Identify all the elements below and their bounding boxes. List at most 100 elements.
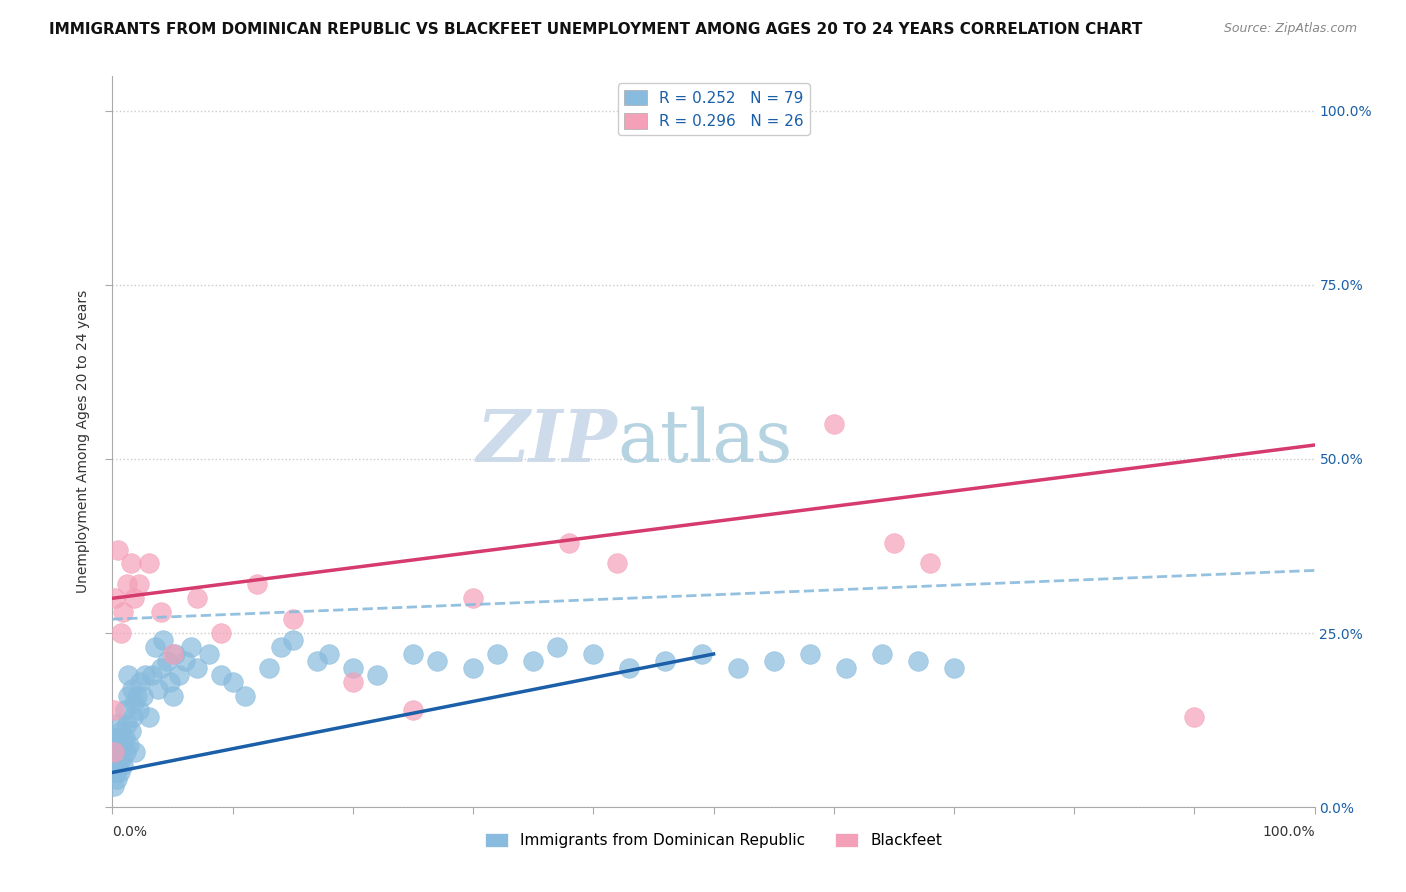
Text: atlas: atlas	[617, 406, 793, 477]
Point	[823, 417, 845, 431]
Point	[104, 731, 127, 745]
Point	[107, 731, 129, 745]
Point	[104, 758, 127, 772]
Point	[120, 557, 142, 571]
Point	[257, 661, 280, 675]
Point	[146, 681, 169, 696]
Point	[103, 780, 125, 794]
Text: 100.0%: 100.0%	[1263, 825, 1315, 839]
Point	[281, 633, 304, 648]
Point	[105, 716, 128, 731]
Point	[762, 654, 785, 668]
Point	[124, 745, 146, 759]
Point	[117, 668, 139, 682]
Point	[114, 731, 136, 745]
Point	[122, 696, 145, 710]
Point	[186, 661, 208, 675]
Point	[105, 772, 128, 787]
Point	[134, 668, 156, 682]
Point	[103, 765, 125, 780]
Text: 0.0%: 0.0%	[112, 825, 148, 839]
Point	[870, 647, 893, 661]
Point	[117, 689, 139, 703]
Point	[558, 535, 581, 549]
Point	[120, 723, 142, 738]
Point	[105, 765, 128, 780]
Point	[402, 703, 425, 717]
Point	[799, 647, 821, 661]
Point	[114, 745, 136, 759]
Point	[883, 535, 905, 549]
Point	[318, 647, 340, 661]
Point	[167, 668, 190, 682]
Point	[152, 633, 174, 648]
Point	[107, 758, 129, 772]
Point	[115, 577, 138, 591]
Point	[110, 745, 132, 759]
Point	[209, 668, 232, 682]
Point	[121, 681, 143, 696]
Point	[122, 709, 145, 723]
Point	[426, 654, 449, 668]
Point	[103, 745, 125, 759]
Point	[222, 674, 245, 689]
Point	[281, 612, 304, 626]
Point	[918, 557, 941, 571]
Point	[138, 709, 160, 723]
Point	[143, 640, 166, 654]
Point	[155, 654, 177, 668]
Point	[122, 591, 145, 606]
Point	[162, 689, 184, 703]
Point	[342, 674, 364, 689]
Point	[461, 591, 484, 606]
Point	[103, 703, 125, 717]
Text: Source: ZipAtlas.com: Source: ZipAtlas.com	[1223, 22, 1357, 36]
Point	[197, 647, 219, 661]
Point	[131, 689, 153, 703]
Point	[402, 647, 425, 661]
Point	[942, 661, 965, 675]
Point	[118, 738, 141, 752]
Point	[129, 674, 152, 689]
Point	[112, 738, 135, 752]
Point	[107, 745, 129, 759]
Point	[654, 654, 676, 668]
Point	[141, 668, 163, 682]
Point	[1184, 709, 1206, 723]
Point	[619, 661, 641, 675]
Point	[305, 654, 328, 668]
Point	[180, 640, 202, 654]
Point	[112, 605, 135, 619]
Point	[159, 674, 181, 689]
Point	[486, 647, 509, 661]
Point	[186, 591, 208, 606]
Point	[105, 751, 128, 765]
Point	[582, 647, 605, 661]
Point	[114, 703, 136, 717]
Point	[108, 765, 131, 780]
Point	[110, 723, 132, 738]
Text: ZIP: ZIP	[477, 406, 617, 477]
Point	[546, 640, 568, 654]
Text: IMMIGRANTS FROM DOMINICAN REPUBLIC VS BLACKFEET UNEMPLOYMENT AMONG AGES 20 TO 24: IMMIGRANTS FROM DOMINICAN REPUBLIC VS BL…	[49, 22, 1143, 37]
Point	[105, 738, 128, 752]
Point	[104, 591, 127, 606]
Point	[606, 557, 628, 571]
Point	[103, 745, 125, 759]
Point	[111, 751, 134, 765]
Point	[461, 661, 484, 675]
Point	[163, 647, 186, 661]
Point	[115, 716, 138, 731]
Point	[173, 654, 195, 668]
Point	[233, 689, 256, 703]
Point	[690, 647, 713, 661]
Y-axis label: Unemployment Among Ages 20 to 24 years: Unemployment Among Ages 20 to 24 years	[76, 290, 90, 593]
Point	[138, 557, 160, 571]
Point	[162, 647, 184, 661]
Point	[246, 577, 269, 591]
Point	[342, 661, 364, 675]
Point	[522, 654, 544, 668]
Point	[107, 542, 129, 557]
Point	[110, 626, 132, 640]
Point	[727, 661, 749, 675]
